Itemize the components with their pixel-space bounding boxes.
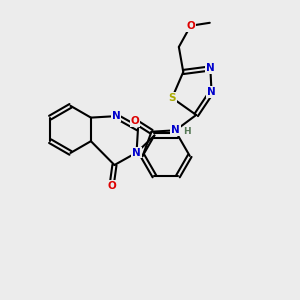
Text: N: N — [132, 148, 141, 158]
Text: O: O — [186, 21, 195, 31]
Text: O: O — [131, 116, 140, 126]
Text: S: S — [168, 93, 176, 103]
Text: N: N — [171, 125, 180, 135]
Text: N: N — [206, 63, 215, 74]
Text: O: O — [107, 181, 116, 191]
Text: H: H — [183, 127, 190, 136]
Text: N: N — [112, 111, 120, 121]
Text: N: N — [207, 87, 216, 97]
